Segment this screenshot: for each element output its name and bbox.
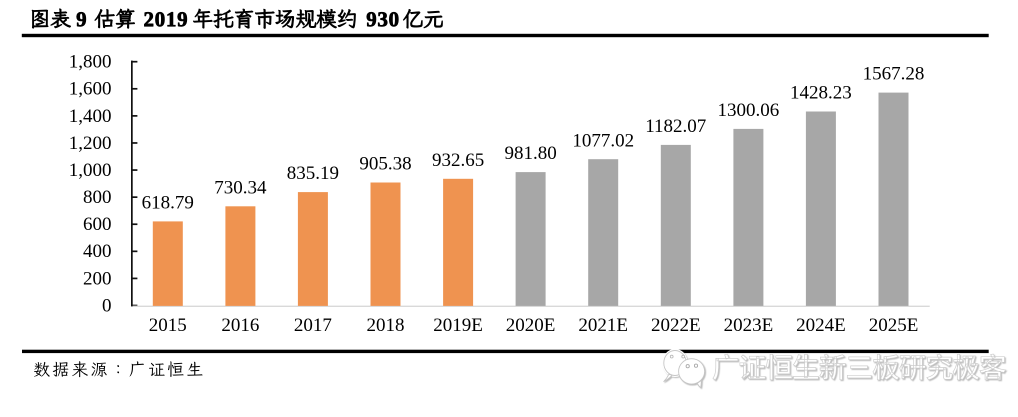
svg-text:1567.28: 1567.28: [863, 64, 925, 85]
svg-text:2015: 2015: [149, 315, 187, 336]
svg-text:1,400: 1,400: [69, 106, 112, 127]
svg-text:2023E: 2023E: [724, 315, 774, 336]
svg-text:730.34: 730.34: [214, 177, 267, 198]
svg-text:835.19: 835.19: [287, 163, 339, 184]
svg-text:1,200: 1,200: [69, 133, 112, 154]
svg-text:200: 200: [83, 268, 112, 289]
svg-text:1428.23: 1428.23: [790, 83, 852, 104]
svg-text:2024E: 2024E: [796, 315, 846, 336]
svg-text:1,800: 1,800: [69, 52, 112, 73]
svg-text:2022E: 2022E: [651, 315, 701, 336]
svg-text:2025E: 2025E: [869, 315, 919, 336]
svg-text:2017: 2017: [294, 315, 332, 336]
svg-text:400: 400: [83, 241, 112, 262]
svg-text:2020E: 2020E: [506, 315, 556, 336]
svg-text:981.80: 981.80: [504, 143, 556, 164]
svg-text:600: 600: [83, 214, 112, 235]
svg-text:1,000: 1,000: [69, 160, 112, 181]
svg-text:800: 800: [83, 187, 112, 208]
svg-text:1182.07: 1182.07: [645, 116, 706, 137]
svg-text:905.38: 905.38: [359, 154, 411, 175]
svg-text:2018: 2018: [367, 315, 405, 336]
svg-text:1300.06: 1300.06: [718, 100, 780, 121]
svg-text:2019E: 2019E: [433, 315, 483, 336]
svg-text:1077.02: 1077.02: [572, 130, 634, 151]
svg-text:1,600: 1,600: [69, 79, 112, 100]
svg-text:932.65: 932.65: [432, 150, 484, 171]
svg-text:2016: 2016: [221, 315, 259, 336]
svg-text:2021E: 2021E: [578, 315, 628, 336]
svg-text:618.79: 618.79: [142, 193, 194, 214]
svg-text:0: 0: [102, 295, 112, 316]
